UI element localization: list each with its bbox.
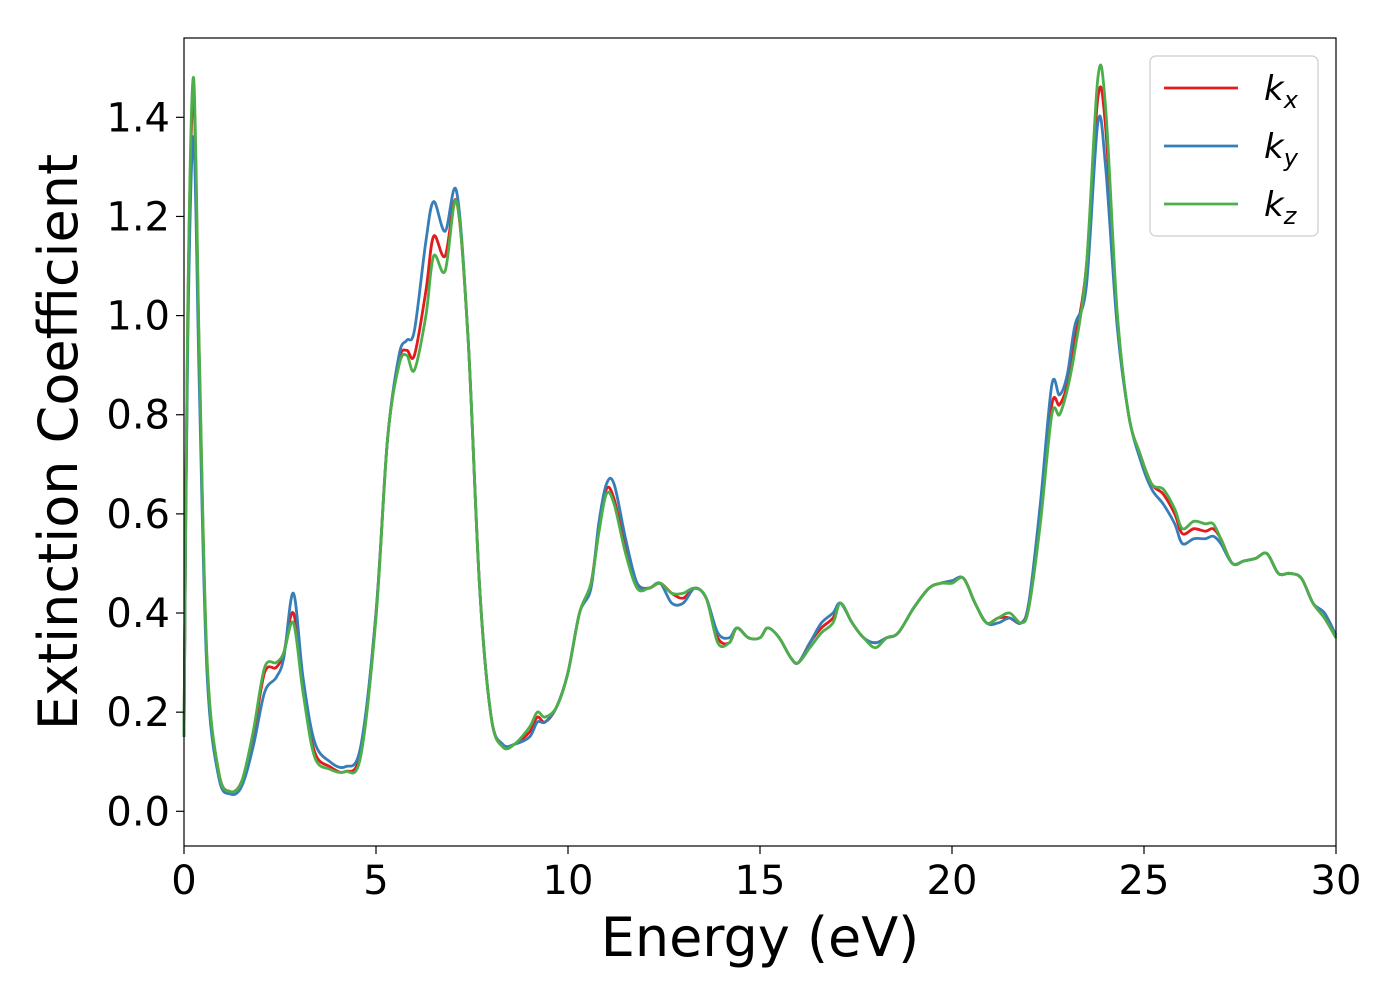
legend-label-main: k xyxy=(1264,69,1285,109)
x-axis-label: Energy (eV) xyxy=(601,906,920,969)
legend-label-z: kz xyxy=(1264,185,1298,230)
legend-label-sub: x xyxy=(1283,86,1299,114)
legend-label-y: ky xyxy=(1264,127,1299,172)
x-tick-label: 10 xyxy=(543,858,594,904)
series-line-z xyxy=(182,63,1338,794)
x-tick-label: 0 xyxy=(171,858,196,904)
y-axis-label: Extinction Coefficient xyxy=(27,154,90,730)
y-tick-label: 1.0 xyxy=(106,294,170,340)
y-tick-label: 1.2 xyxy=(106,194,170,240)
legend-label-sub: y xyxy=(1283,144,1299,172)
y-tick-label: 0.8 xyxy=(106,393,170,439)
legend-label-main: k xyxy=(1264,185,1285,225)
legend-label-main: k xyxy=(1264,127,1285,167)
y-tick-label: 0.4 xyxy=(106,591,170,637)
x-tick-label: 20 xyxy=(927,858,978,904)
x-tick-label: 30 xyxy=(1311,858,1362,904)
y-ticks: 0.0 0.2 0.4 0.6 0.8 1.0 1.2 1.4 xyxy=(106,95,184,835)
y-tick-label: 0.6 xyxy=(106,492,170,538)
y-tick-label: 0.0 xyxy=(106,789,170,835)
x-ticks: 0 5 10 15 20 25 30 xyxy=(171,846,1361,904)
y-tick-label: 0.2 xyxy=(106,690,170,736)
x-tick-label: 15 xyxy=(735,858,786,904)
y-tick-label: 1.4 xyxy=(106,95,170,141)
series-layer xyxy=(182,63,1338,797)
legend-label-x: kx xyxy=(1264,69,1299,114)
x-tick-label: 5 xyxy=(363,858,388,904)
x-tick-label: 25 xyxy=(1119,858,1170,904)
legend-label-sub: z xyxy=(1283,202,1298,230)
